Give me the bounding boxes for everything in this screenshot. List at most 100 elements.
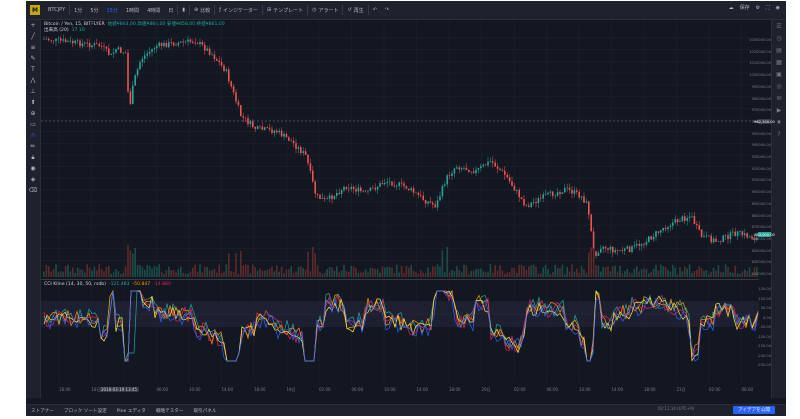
candle-body bbox=[259, 126, 261, 127]
volume-bar bbox=[676, 273, 679, 277]
volume-bar bbox=[57, 272, 60, 277]
candle-body bbox=[564, 187, 566, 193]
oscillator-tick: -250.00 bbox=[757, 363, 771, 367]
interval-15m[interactable]: 15分 bbox=[106, 7, 118, 14]
text-icon[interactable]: T bbox=[31, 66, 35, 73]
hotlist-icon[interactable]: ▦ bbox=[776, 58, 782, 66]
interval-5m[interactable]: 5分 bbox=[90, 7, 99, 14]
volume-bar bbox=[376, 268, 379, 277]
help-icon[interactable]: ? bbox=[777, 130, 781, 138]
candle-body bbox=[122, 52, 124, 54]
plus-icon: ⊕ bbox=[194, 7, 199, 13]
tab-block-settings[interactable]: ブロック ソート設定 bbox=[63, 409, 107, 414]
volume-bar bbox=[379, 272, 381, 277]
undo-button[interactable]: ↶ bbox=[372, 7, 377, 13]
calendar-icon[interactable]: ▣ bbox=[776, 70, 782, 78]
volume-bar bbox=[86, 264, 88, 277]
trendline-icon[interactable]: ╱ bbox=[31, 33, 35, 40]
ruler-icon[interactable]: ▭ bbox=[30, 121, 36, 128]
arrow-icon[interactable]: ⬆ bbox=[30, 99, 36, 106]
tab-pine-editor[interactable]: Pine エディタ bbox=[116, 409, 146, 414]
volume-bar bbox=[60, 271, 62, 277]
volume-bar bbox=[715, 270, 717, 277]
time-tick: 21日 bbox=[676, 387, 686, 392]
volume-bar bbox=[400, 265, 403, 277]
candle-body bbox=[242, 116, 244, 118]
volume-bar bbox=[304, 269, 307, 277]
stream-icon[interactable]: ▶ bbox=[776, 106, 782, 114]
zoom-in-icon[interactable]: ⊕ bbox=[30, 110, 36, 117]
volume-bar bbox=[79, 269, 81, 277]
candle-body bbox=[168, 42, 170, 48]
volume-bar bbox=[220, 273, 223, 277]
interval-1d[interactable]: 日 bbox=[168, 7, 174, 14]
notification-icon[interactable]: ♦ bbox=[776, 118, 782, 126]
tab-stock-screener[interactable]: ストアナー bbox=[31, 409, 54, 414]
volume-bar bbox=[276, 265, 278, 277]
time-axis[interactable]: 18:00 18日 02:00 06:00 10:00 14:00 18:00 19日 02:0… bbox=[41, 384, 759, 394]
candle-body bbox=[496, 166, 499, 169]
eye-icon[interactable]: ◉ bbox=[30, 165, 36, 172]
candle-body bbox=[84, 42, 86, 44]
volume-bar bbox=[655, 264, 657, 277]
interval-1h[interactable]: 1時間 bbox=[125, 7, 140, 14]
candle-style-button[interactable]: ▮ bbox=[178, 7, 189, 13]
volume-bar bbox=[705, 270, 708, 277]
redo-button[interactable]: ↷ bbox=[384, 7, 390, 13]
fib-icon[interactable]: ≡ bbox=[30, 44, 36, 51]
candlestick-chart[interactable] bbox=[26, 1, 786, 416]
candle-body bbox=[612, 246, 614, 253]
tab-trading-panel[interactable]: 取引パネル bbox=[193, 409, 217, 414]
alert-clock-icon[interactable]: ◷ bbox=[776, 34, 782, 42]
compare-button[interactable]: ⊕ 比較 bbox=[194, 7, 211, 14]
save-label[interactable]: 保存 bbox=[739, 5, 750, 11]
pattern-icon[interactable]: ⋀ bbox=[30, 77, 36, 84]
timezone-clock[interactable]: 02:11:14 (UTC+9) bbox=[658, 406, 695, 411]
candle-body bbox=[559, 192, 561, 195]
volume-bar bbox=[708, 273, 710, 277]
tab-strategy-tester[interactable]: 戦略テスター bbox=[155, 409, 184, 414]
oscillator-scale[interactable]: 150.00 100.00 50.00 0.00 -50.00 -100.00 -150.0… bbox=[757, 20, 771, 380]
oscillator-label[interactable]: CCI Kline (14, 30, 50, rsdb) bbox=[44, 282, 106, 287]
data-window-icon[interactable]: ▤ bbox=[776, 46, 782, 54]
layers-icon[interactable]: ◈ bbox=[30, 176, 36, 183]
price-scale[interactable]: 1030000.00 1020000.00 1010000.00 1000000.00… bbox=[749, 20, 771, 380]
candle-body bbox=[470, 171, 472, 173]
crosshair-icon[interactable]: + bbox=[30, 22, 36, 29]
volume-label[interactable]: 出来高 (20) bbox=[44, 28, 69, 33]
volume-bar bbox=[184, 273, 187, 277]
pane-divider[interactable] bbox=[41, 279, 759, 280]
templates-button[interactable]: ⊞ テンプレート bbox=[267, 7, 304, 14]
cloud-icon[interactable]: ☁ bbox=[728, 4, 734, 11]
interval-4h[interactable]: 4時間 bbox=[147, 7, 161, 14]
magnet-icon[interactable]: ∩ bbox=[30, 132, 36, 139]
app-logo[interactable]: M bbox=[30, 5, 40, 15]
indicators-button[interactable]: ƒ インジケーター bbox=[219, 7, 259, 14]
candle-body bbox=[417, 192, 420, 196]
volume-bar bbox=[218, 264, 220, 277]
watchlist-icon[interactable]: ☰ bbox=[776, 22, 782, 30]
gear-icon[interactable]: ⚙ bbox=[755, 4, 761, 11]
fullscreen-icon[interactable]: ⛶ bbox=[766, 4, 770, 11]
candle-body bbox=[628, 246, 631, 253]
volume-bar bbox=[434, 266, 436, 277]
lock-icon[interactable]: 🔒︎ bbox=[31, 153, 35, 161]
oscillator-value-2: -50.847 bbox=[132, 282, 151, 287]
brush-icon[interactable]: ✎ bbox=[30, 55, 36, 62]
camera-icon[interactable]: ◉ bbox=[775, 4, 780, 11]
interval-1m[interactable]: 1分 bbox=[74, 7, 83, 14]
pencil-icon[interactable]: ✏ bbox=[30, 143, 36, 150]
volume-bar bbox=[410, 264, 412, 277]
measure-icon[interactable]: ⊥ bbox=[30, 88, 36, 95]
alert-button[interactable]: ◷ アラート bbox=[312, 7, 339, 14]
chat-icon[interactable]: ✉ bbox=[776, 94, 782, 102]
legend-title[interactable]: Bitcoin / Yen, 15, BITFLYER bbox=[44, 22, 105, 27]
publish-idea-button[interactable]: アイデアを公開 bbox=[733, 406, 775, 414]
candle-body bbox=[537, 198, 540, 204]
ideas-icon[interactable]: ◎ bbox=[776, 82, 782, 90]
symbol-search[interactable]: BTCJPY bbox=[48, 7, 66, 13]
replay-button[interactable]: ↺ 再生 bbox=[347, 7, 364, 14]
volume-bar bbox=[432, 266, 434, 277]
candle-body bbox=[556, 192, 559, 196]
trash-icon[interactable]: ⌫ bbox=[28, 187, 38, 194]
